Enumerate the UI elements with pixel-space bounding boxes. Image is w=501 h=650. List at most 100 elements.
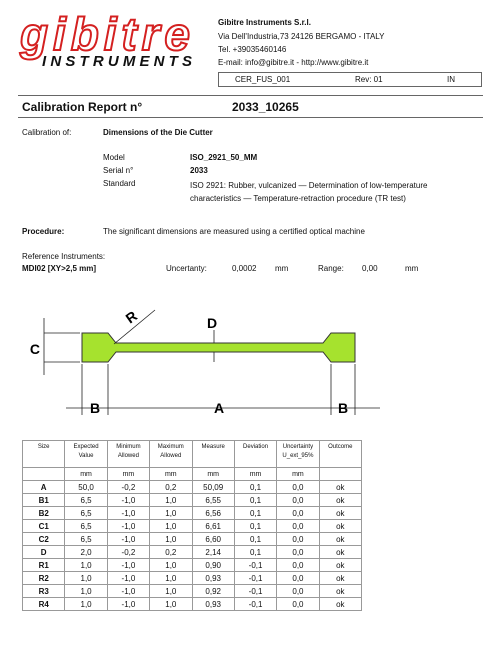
reference-code: CER_FUS_001 [235, 75, 291, 84]
rule [18, 95, 483, 96]
data-row: R2 1,0 -1,0 1,0 0,93 -0,1 0,0 ok [21, 571, 363, 585]
reference-revision: Rev: 01 [355, 75, 383, 84]
cell: ok [318, 519, 363, 533]
cell: -0,1 [233, 584, 278, 598]
cell: -0,1 [233, 597, 278, 611]
ref-unit: mm [405, 264, 419, 273]
cell: 0,1 [233, 519, 278, 533]
company-phone: Tel. +39035460146 [218, 45, 287, 54]
cell: -0,2 [106, 480, 151, 494]
die-diagram: C R D B A B [30, 308, 380, 416]
reference-status: IN [447, 75, 455, 84]
ref-uncertainty-label: Uncertanty: [166, 264, 207, 273]
data-row: R4 1,0 -1,0 1,0 0,93 -0,1 0,0 ok [21, 597, 363, 611]
cell: 2,0 [64, 545, 108, 559]
cell: ok [318, 571, 363, 585]
cell: 1,0 [64, 597, 108, 611]
cell: ok [318, 493, 363, 507]
cell: 0,1 [233, 532, 278, 546]
ref-range: 0,00 [362, 264, 378, 273]
cell: B2 [21, 506, 66, 520]
cell: 0,0 [276, 584, 320, 598]
cell: A [21, 480, 66, 494]
cell: ok [318, 597, 363, 611]
cell: R4 [21, 597, 66, 611]
logo: gibitre INSTRUMENTS [18, 12, 192, 70]
company-name: Gibitre Instruments S.r.l. [218, 18, 311, 27]
ref-uncertainty: 0,0002 [232, 264, 257, 273]
cell: C2 [21, 532, 66, 546]
header-cell: Deviation [233, 440, 278, 468]
rule [18, 117, 483, 118]
cell: 0,0 [276, 558, 320, 572]
reference-box [218, 72, 482, 87]
cell: -1,0 [106, 519, 151, 533]
cell: 6,55 [191, 493, 235, 507]
unit-cell: mm [106, 467, 151, 481]
cell: 1,0 [64, 558, 108, 572]
cell: 50,09 [191, 480, 235, 494]
cell: -0,1 [233, 571, 278, 585]
data-row: B2 6,5 -1,0 1,0 6,56 0,1 0,0 ok [21, 506, 363, 520]
cell: 6,56 [191, 506, 235, 520]
cell: 1,0 [149, 519, 193, 533]
cell: D [21, 545, 66, 559]
cell: -1,0 [106, 571, 151, 585]
cell: -0,2 [106, 545, 151, 559]
cell: 0,92 [191, 584, 235, 598]
cell: 0,0 [276, 532, 320, 546]
cell: -1,0 [106, 506, 151, 520]
cell: 0,0 [276, 519, 320, 533]
label-r: R [123, 308, 140, 327]
field-label: Model [103, 153, 125, 162]
cell: C1 [21, 519, 66, 533]
cell: 1,0 [64, 584, 108, 598]
logo-sub: INSTRUMENTS [42, 53, 192, 70]
cell: 0,0 [276, 571, 320, 585]
cell: 6,60 [191, 532, 235, 546]
field-label: Standard [103, 179, 136, 188]
cell: 6,61 [191, 519, 235, 533]
calibration-label: Calibration of: [22, 128, 72, 137]
cell: -1,0 [106, 584, 151, 598]
unit-cell: mm [276, 467, 320, 481]
unit-cell: mm [149, 467, 193, 481]
calibration-value: Dimensions of the Die Cutter [103, 128, 213, 137]
field-value: ISO 2921: Rubber, vulcanized — Determina… [190, 181, 428, 203]
cell: ok [318, 532, 363, 546]
field-value: 2033 [190, 166, 208, 175]
header-cell: Uncertainty U_ext_95% [276, 440, 320, 468]
unit-cell [318, 467, 363, 481]
cell: R2 [21, 571, 66, 585]
company-address: Via Dell'Industria,73 24126 BERGAMO - IT… [218, 32, 385, 41]
cell: ok [318, 506, 363, 520]
header-cell: Maximum Allowed [149, 440, 193, 468]
label-b: B [338, 400, 348, 416]
cell: ok [318, 480, 363, 494]
cell: 1,0 [149, 558, 193, 572]
header-cell: Outcome [318, 440, 363, 468]
cell: 1,0 [149, 571, 193, 585]
data-row: C1 6,5 -1,0 1,0 6,61 0,1 0,0 ok [21, 519, 363, 533]
company-web: E-mail: info@gibitre.it - http://www.gib… [218, 58, 369, 67]
cell: ok [318, 545, 363, 559]
cell: 1,0 [149, 506, 193, 520]
data-row: R1 1,0 -1,0 1,0 0,90 -0,1 0,0 ok [21, 558, 363, 572]
data-row: R3 1,0 -1,0 1,0 0,92 -0,1 0,0 ok [21, 584, 363, 598]
cell: -0,1 [233, 558, 278, 572]
unit-cell: mm [191, 467, 235, 481]
label-b: B [90, 400, 100, 416]
cell: 0,0 [276, 506, 320, 520]
procedure-text: The significant dimensions are measured … [103, 227, 365, 236]
data-row: C2 6,5 -1,0 1,0 6,60 0,1 0,0 ok [21, 532, 363, 546]
die-shape [81, 332, 356, 363]
cell: 0,2 [149, 480, 193, 494]
ref-unit: mm [275, 264, 289, 273]
cell: R1 [21, 558, 66, 572]
title-label: Calibration Report n° [22, 100, 143, 114]
ref-label: Reference Instruments: [22, 252, 106, 261]
cell: 1,0 [64, 571, 108, 585]
cell: -1,0 [106, 493, 151, 507]
cell: 50,0 [64, 480, 108, 494]
cell: R3 [21, 584, 66, 598]
